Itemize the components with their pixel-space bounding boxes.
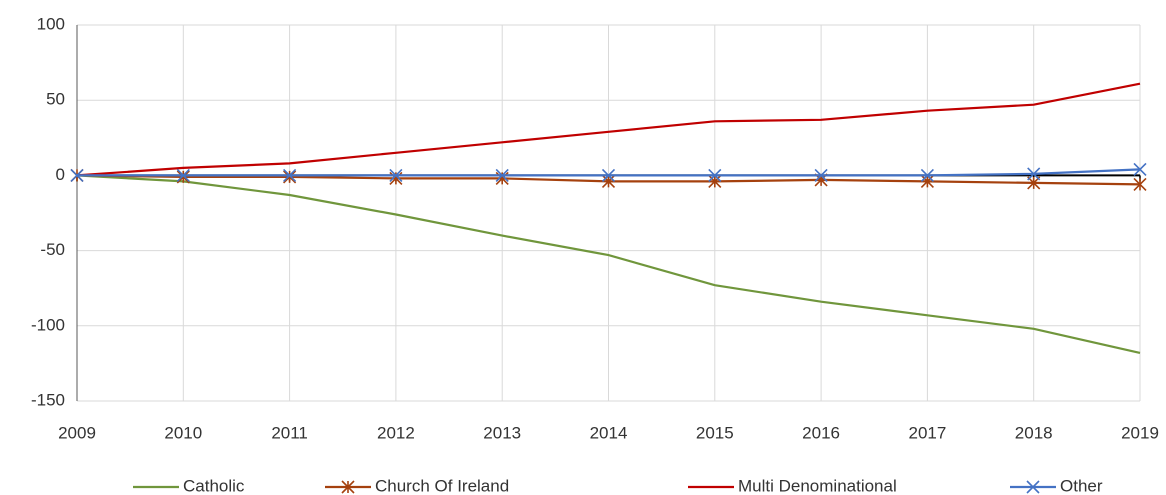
marker <box>708 168 722 182</box>
legend-label: Multi Denominational <box>738 476 897 495</box>
marker <box>601 168 616 182</box>
y-tick-label: 50 <box>46 90 65 109</box>
x-tick-label: 2014 <box>590 423 628 442</box>
marker <box>1133 162 1147 176</box>
marker <box>601 174 616 188</box>
y-tick-label: -50 <box>40 240 65 259</box>
series-line <box>76 82 1141 177</box>
marker <box>283 170 297 184</box>
marker <box>389 168 403 182</box>
x-tick-label: 2011 <box>271 423 308 442</box>
marker <box>920 168 934 182</box>
marker <box>708 174 722 188</box>
x-tick-label: 2015 <box>696 423 734 442</box>
x-tick-label: 2012 <box>377 423 415 442</box>
marker <box>70 168 84 182</box>
x-tick-label: 2016 <box>802 423 840 442</box>
x-tick-label: 2018 <box>1015 423 1053 442</box>
series-line <box>76 174 1141 354</box>
marker <box>1027 167 1041 181</box>
marker <box>495 168 509 182</box>
marker <box>920 174 934 188</box>
legend-label: Catholic <box>183 476 245 495</box>
marker <box>283 168 297 182</box>
y-tick-label: 100 <box>37 14 65 33</box>
marker <box>1133 177 1147 191</box>
legend-label: Other <box>1060 476 1103 495</box>
x-tick-label: 2017 <box>908 423 946 442</box>
legend-label: Church Of Ireland <box>375 476 509 495</box>
marker <box>176 170 190 184</box>
marker <box>176 168 190 182</box>
marker <box>814 168 828 182</box>
x-tick-label: 2009 <box>58 423 96 442</box>
marker <box>341 480 355 494</box>
x-tick-label: 2019 <box>1121 423 1159 442</box>
y-tick-label: -100 <box>31 315 65 334</box>
x-tick-label: 2013 <box>483 423 521 442</box>
y-tick-label: -150 <box>31 390 65 409</box>
marker <box>1026 480 1040 494</box>
x-tick-label: 2010 <box>164 423 202 442</box>
y-tick-label: 0 <box>56 165 65 184</box>
